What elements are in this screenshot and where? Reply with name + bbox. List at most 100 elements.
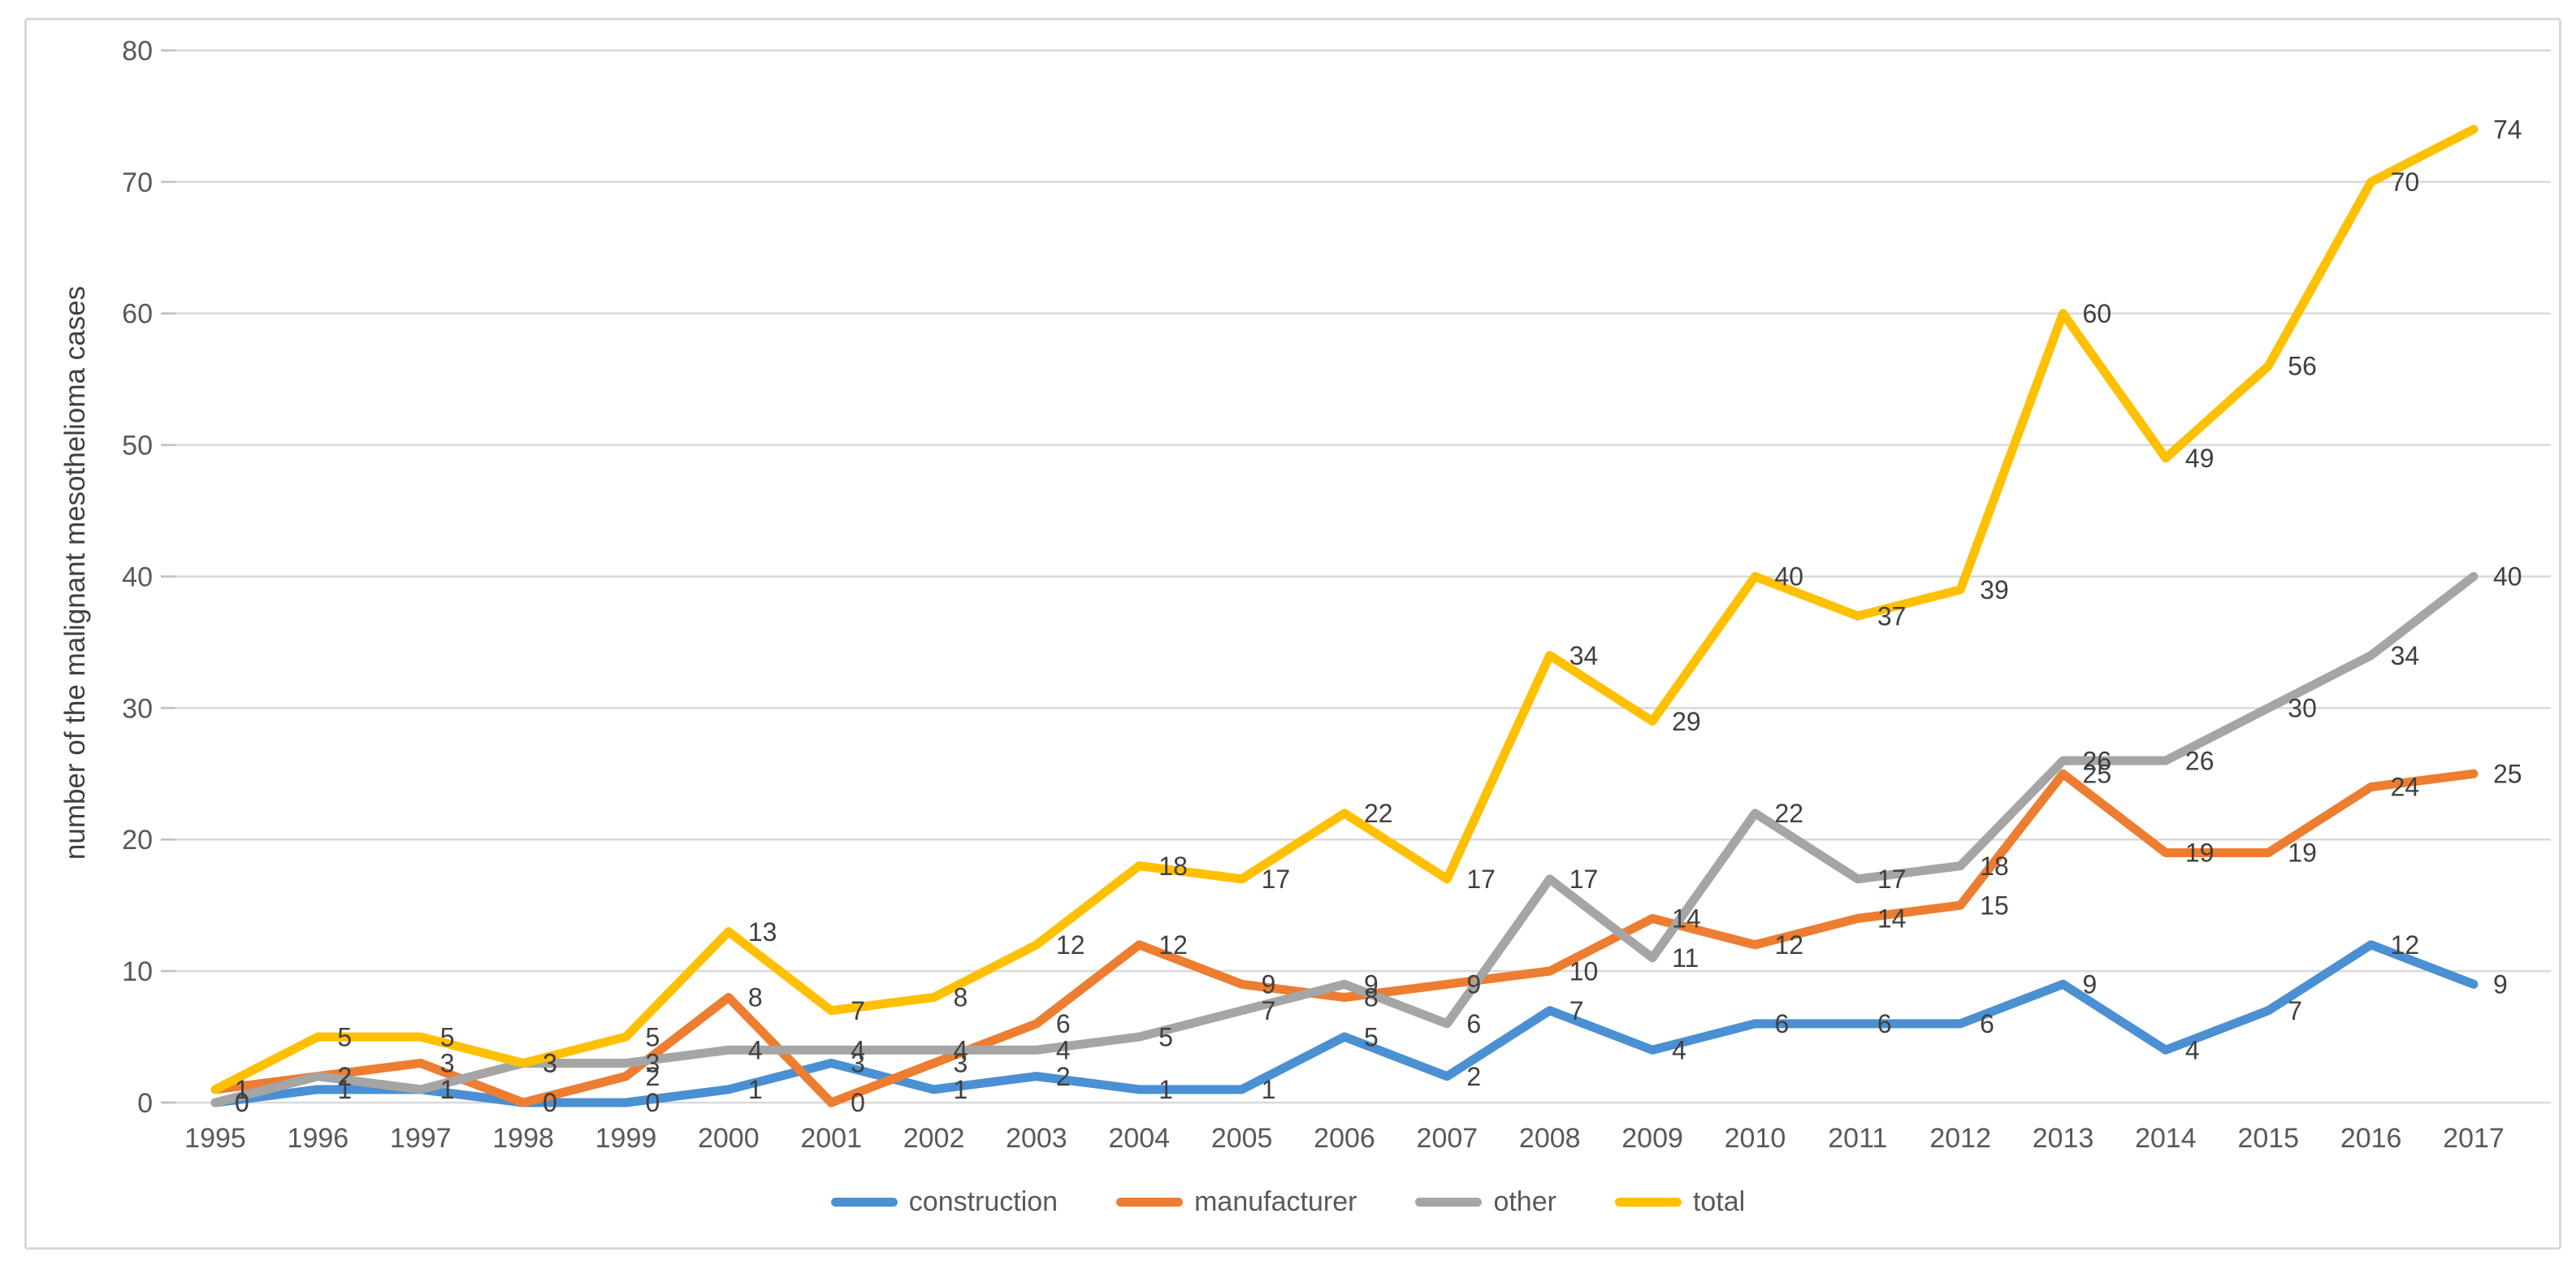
x-tick-label: 2013 <box>2033 1123 2094 1154</box>
x-tick-label: 2007 <box>1417 1123 1478 1154</box>
data-label-total-1999: 5 <box>645 1022 660 1051</box>
x-tick-label: 2006 <box>1314 1123 1375 1154</box>
data-label-construction-2001: 3 <box>851 1049 865 1078</box>
data-label-total-2002: 8 <box>954 983 968 1012</box>
data-label-manufacturer-2008: 10 <box>1569 956 1599 986</box>
x-tick-label: 1998 <box>492 1123 554 1154</box>
x-tick-label: 2008 <box>1519 1123 1581 1154</box>
legend-swatch-total <box>1614 1197 1682 1207</box>
y-tick-label: 80 <box>122 36 153 67</box>
data-label-construction-2012: 6 <box>1980 1009 1994 1038</box>
data-label-construction-2011: 6 <box>1877 1009 1892 1038</box>
data-label-total-2016: 70 <box>2391 167 2420 197</box>
data-label-other-1995: 0 <box>235 1088 249 1117</box>
data-label-total-2003: 12 <box>1056 930 1085 960</box>
data-label-total-2004: 18 <box>1158 852 1188 881</box>
y-tick-label: 0 <box>137 1088 153 1119</box>
data-label-construction-2000: 1 <box>748 1075 763 1104</box>
data-label-other-2001: 4 <box>851 1035 865 1064</box>
y-tick-label: 50 <box>122 431 153 462</box>
data-label-other-2010: 22 <box>1774 799 1803 828</box>
data-label-total-2012: 39 <box>1980 575 2009 605</box>
data-label-total-2015: 56 <box>2288 352 2317 381</box>
series-line-total <box>210 124 2479 1094</box>
x-tick-label: 2010 <box>1725 1123 1786 1154</box>
data-label-construction-2009: 4 <box>1672 1035 1686 1064</box>
data-label-manufacturer-1996: 2 <box>337 1062 352 1091</box>
y-tick-label: 30 <box>122 693 153 724</box>
data-label-other-2014: 26 <box>2185 746 2214 775</box>
legend-swatch-construction <box>830 1197 898 1207</box>
data-label-manufacturer-2013: 25 <box>2083 760 2112 789</box>
y-tick-label: 40 <box>122 561 153 592</box>
data-label-manufacturer-2010: 12 <box>1774 930 1803 960</box>
data-label-manufacturer-1997: 3 <box>440 1049 455 1078</box>
data-label-construction-1995: 0 <box>235 1088 249 1117</box>
legend-label-total: total <box>1692 1186 1746 1217</box>
data-label-other-2013: 26 <box>2083 746 2112 775</box>
data-label-other-1999: 3 <box>645 1049 660 1078</box>
data-label-other-1996: 2 <box>337 1062 352 1091</box>
data-label-other-2003: 4 <box>1056 1035 1071 1064</box>
series-lines <box>210 124 2479 1107</box>
x-tick-label: 2004 <box>1108 1123 1170 1154</box>
data-label-manufacturer-2016: 24 <box>2391 773 2420 802</box>
data-label-construction-1997: 1 <box>440 1075 455 1104</box>
legend-label-construction: construction <box>908 1186 1059 1217</box>
data-label-manufacturer-2007: 9 <box>1466 970 1481 999</box>
y-tick-label: 70 <box>122 167 153 198</box>
data-label-total-2000: 13 <box>748 917 777 947</box>
data-label-total-2014: 49 <box>2185 444 2214 473</box>
data-label-total-2011: 37 <box>1877 601 1907 631</box>
legend-item-construction: construction <box>830 1186 1059 1217</box>
data-label-other-2004: 5 <box>1158 1022 1173 1051</box>
data-label-manufacturer-2012: 15 <box>1980 891 2009 920</box>
data-label-total-2017: 74 <box>2493 115 2522 144</box>
legend-label-manufacturer: manufacturer <box>1194 1186 1357 1217</box>
data-label-manufacturer-1995: 1 <box>235 1075 249 1104</box>
data-label-total-1998: 3 <box>543 1049 557 1078</box>
data-label-construction-2010: 6 <box>1774 1009 1789 1038</box>
data-label-total-1997: 5 <box>440 1022 455 1051</box>
y-axis-tick-labels: 0 10 20 30 40 50 60 70 80 <box>122 36 153 1119</box>
data-label-manufacturer-2003: 6 <box>1056 1009 1071 1038</box>
legend-item-other: other <box>1415 1188 1556 1216</box>
data-label-manufacturer-2015: 19 <box>2288 839 2317 868</box>
data-label-other-2002: 4 <box>954 1035 968 1064</box>
data-label-manufacturer-1999: 2 <box>645 1062 660 1091</box>
x-tick-label: 2000 <box>698 1123 760 1154</box>
data-label-total-2001: 7 <box>851 996 865 1025</box>
data-label-other-2016: 34 <box>2391 641 2420 670</box>
data-label-manufacturer-2001: 0 <box>851 1088 865 1117</box>
series-line-manufacturer <box>210 769 2479 1107</box>
data-label-other-2007: 6 <box>1466 1009 1481 1038</box>
y-tick-label: 60 <box>122 299 153 330</box>
x-tick-label: 2005 <box>1211 1123 1273 1154</box>
data-label-construction-2014: 4 <box>2185 1035 2200 1064</box>
y-tick-label: 20 <box>122 825 153 856</box>
gridlines <box>161 49 2551 1104</box>
legend-item-total: total <box>1614 1186 1746 1217</box>
data-label-total-2013: 60 <box>2083 299 2112 328</box>
data-label-construction-2006: 5 <box>1364 1022 1379 1051</box>
data-label-construction-2003: 2 <box>1056 1062 1071 1091</box>
chart-legend: construction manufacturer other total <box>0 1188 2576 1216</box>
data-label-other-2011: 17 <box>1877 865 1907 894</box>
data-label-manufacturer-2014: 19 <box>2185 839 2214 868</box>
data-label-manufacturer-2011: 14 <box>1877 904 1907 934</box>
data-label-total-2009: 29 <box>1672 707 1701 736</box>
data-label-other-1997: 1 <box>440 1075 455 1104</box>
data-label-manufacturer-2005: 9 <box>1262 970 1276 999</box>
data-label-construction-2016: 12 <box>2391 930 2420 960</box>
x-tick-label: 2014 <box>2135 1123 2197 1154</box>
data-label-manufacturer-2009: 14 <box>1672 904 1701 934</box>
x-tick-label: 1999 <box>595 1123 657 1154</box>
data-label-other-2008: 17 <box>1569 865 1599 894</box>
x-tick-label: 2015 <box>2237 1123 2299 1154</box>
legend-swatch-other <box>1415 1197 1483 1207</box>
data-label-other-2006: 9 <box>1364 970 1379 999</box>
x-tick-label: 2017 <box>2443 1123 2505 1154</box>
data-label-manufacturer-2017: 25 <box>2493 760 2522 789</box>
data-label-other-2012: 18 <box>1980 852 2009 881</box>
